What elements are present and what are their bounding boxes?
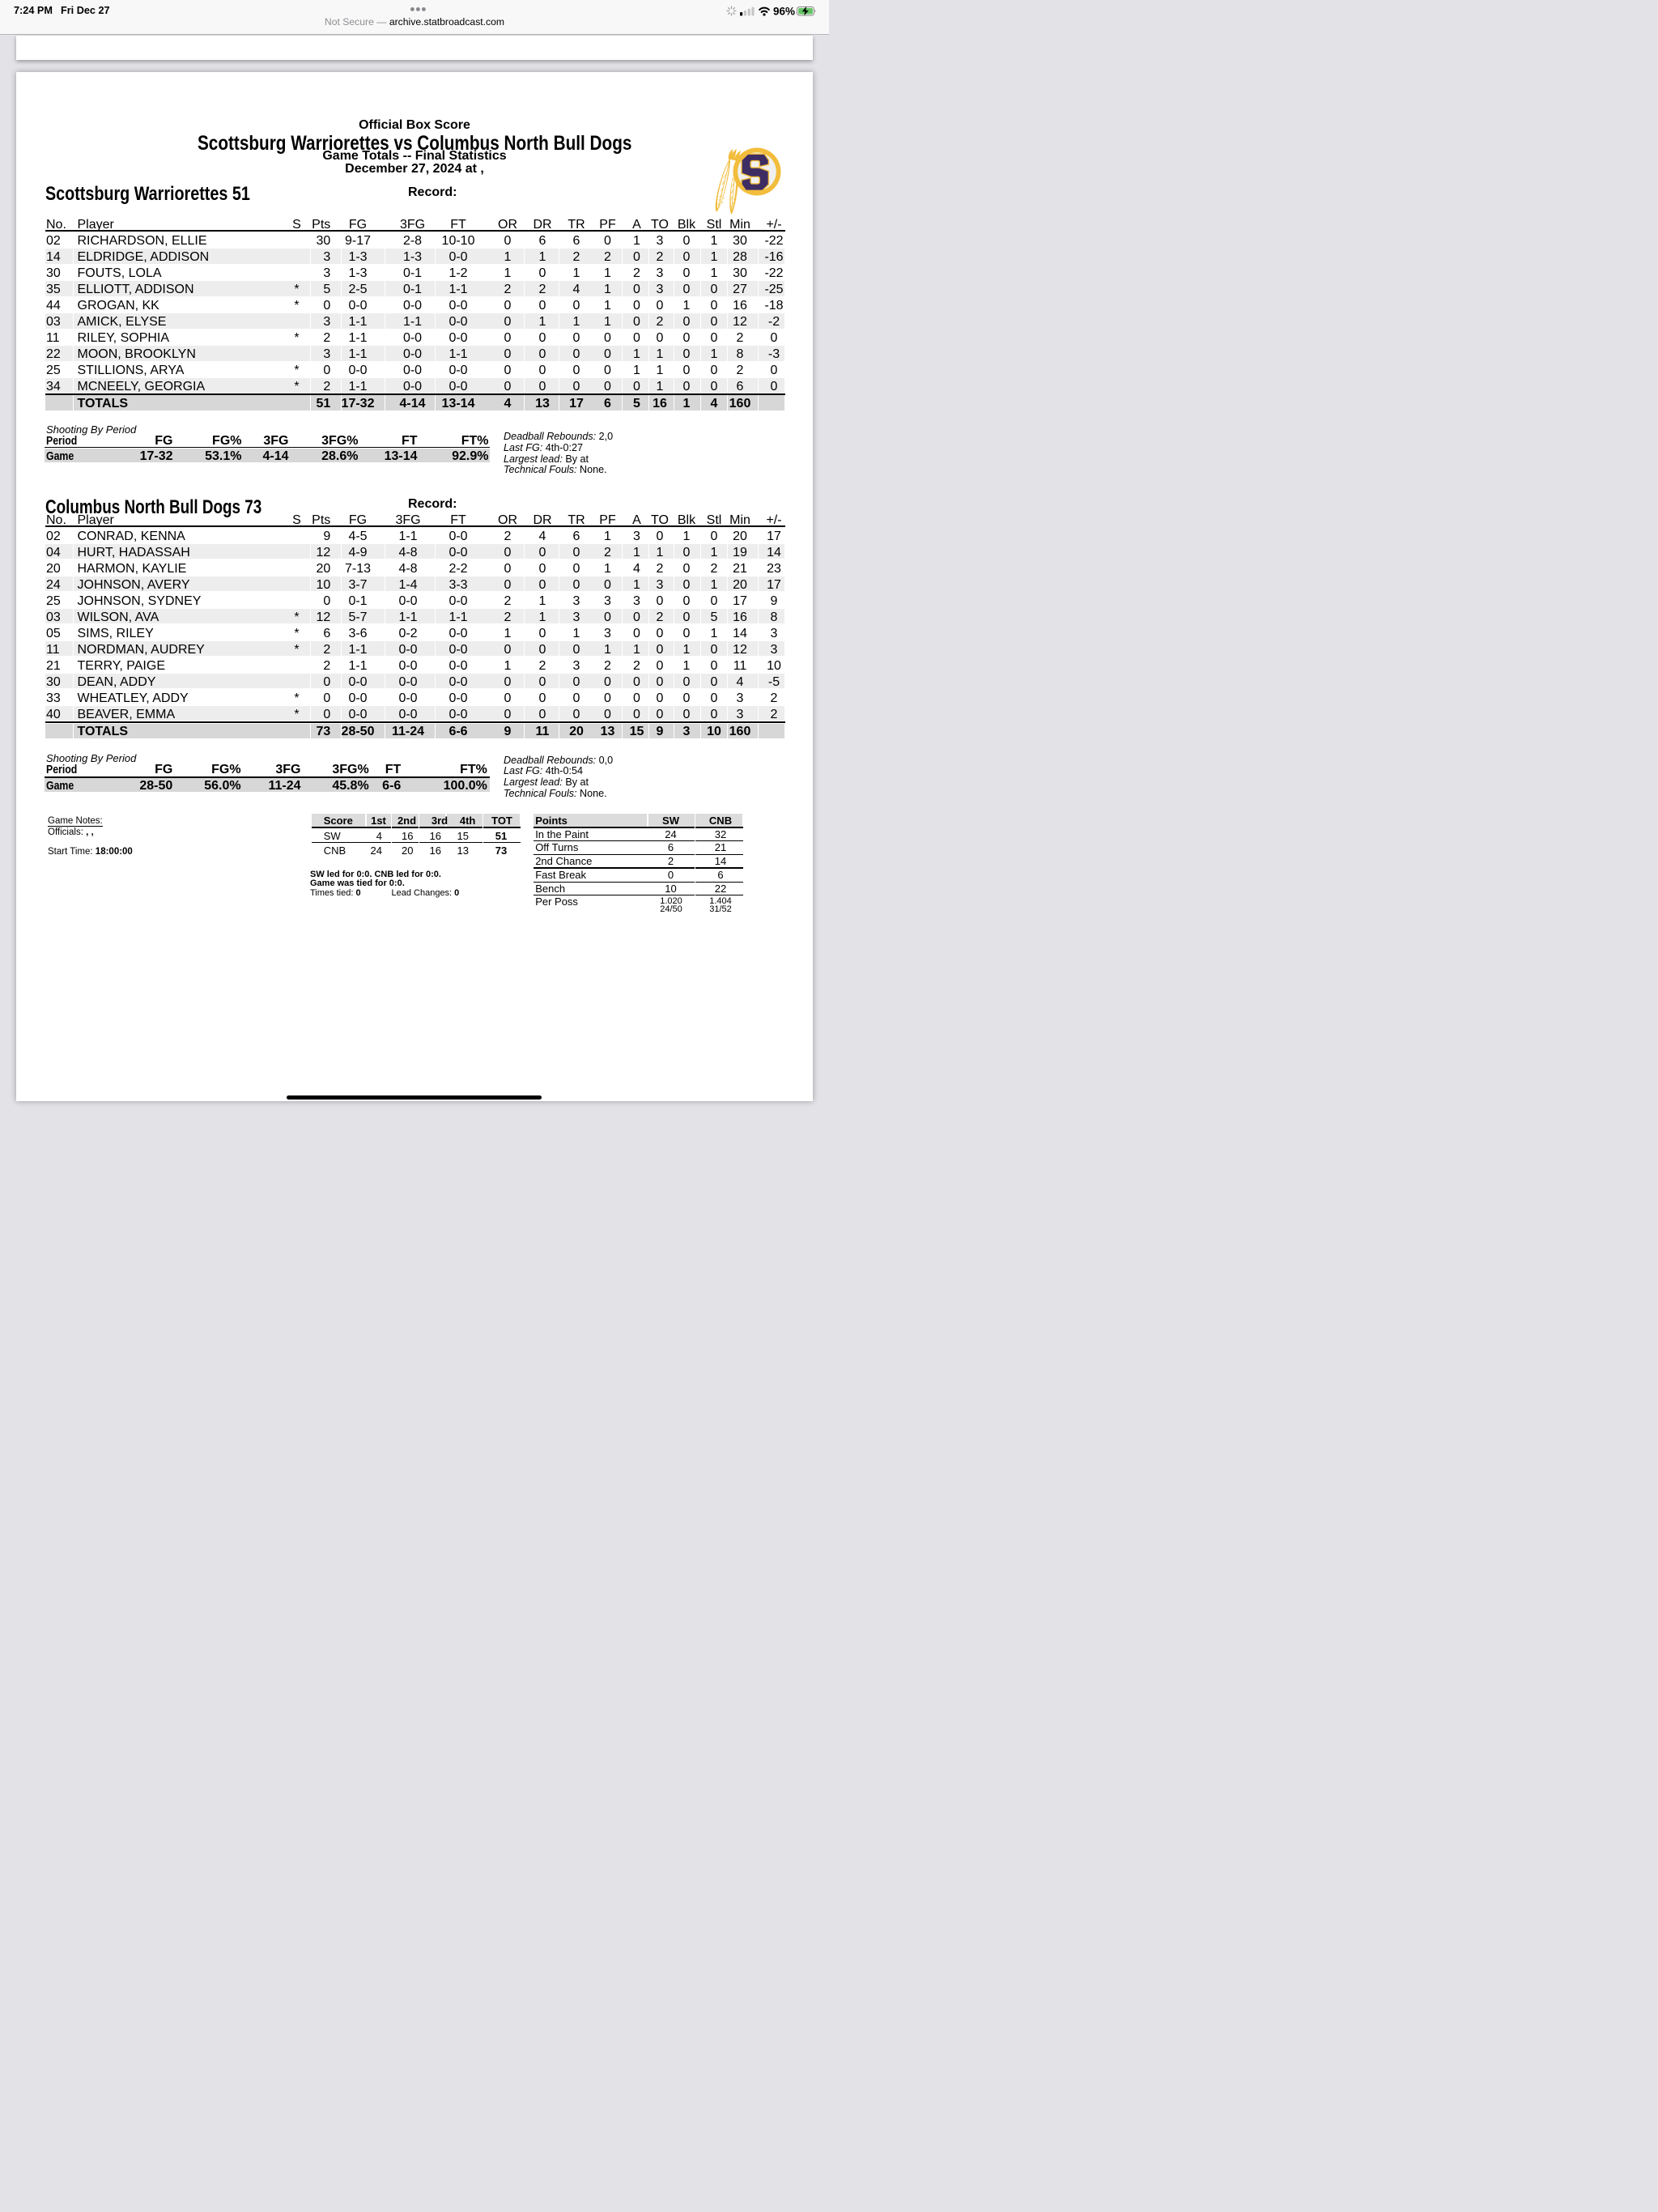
svg-text:96%: 96% — [773, 6, 795, 16]
